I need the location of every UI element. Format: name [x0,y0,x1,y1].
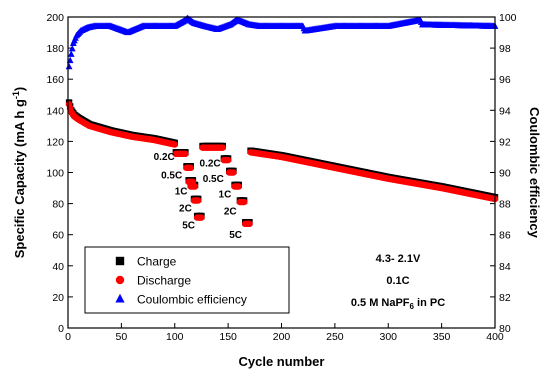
y-left-tick-label: 0 [58,323,64,335]
y-axis-left-title-main: Specific Capacity (mA h g [12,99,27,258]
y-right-tick-label: 98 [499,43,511,55]
y-axis-left-title: Specific Capacity (mA h g-1) [11,87,27,259]
rate-label: 0.2C [154,152,175,163]
x-tick-label: 200 [273,331,291,343]
annotation-voltage: 4.3- 2.1V [376,253,421,265]
data-point [219,144,226,151]
data-point [67,50,75,57]
x-tick-label: 250 [326,331,344,343]
rate-label: 2C [179,203,192,214]
data-point [65,62,73,70]
rate-label: 5C [182,220,195,231]
data-point [171,141,178,148]
data-point [224,156,232,164]
data-point [68,44,76,52]
series-coulombic-efficiency [65,14,499,70]
annotation-electrolyte-suffix: in PC [414,297,445,309]
legend-item: Coulombic efficiency [115,293,247,307]
legend: Charge Discharge Coulombic efficiency [84,246,290,314]
y-right-tick-label: 86 [499,230,511,242]
y-left-tick-label: 140 [46,105,64,117]
y-right-tick-label: 88 [499,199,511,211]
legend-marker [115,256,125,266]
annotation-electrolyte: 0.5 M NaPF6 in PC [351,297,445,311]
y-left-tick-label: 120 [46,136,64,148]
data-point [195,197,202,204]
data-point [240,198,248,206]
y-right-tick-label: 80 [499,323,511,335]
rate-label: 0.5C [203,174,224,185]
legend-item: Charge [115,255,177,269]
y-left-tick-label: 60 [52,230,64,242]
data-point [246,220,253,228]
x-tick-label: 100 [166,331,184,343]
axis-ticks: 0 50 100 150 200 250 300 350 400 0 20 40 60 80 100 120 1… [46,12,516,343]
rate-label: 1C [219,189,232,200]
plot-area [65,14,499,228]
data-point [187,164,194,172]
rate-label: 0.2C [200,158,221,169]
y-axis-right-title: Coulombic efficiency [527,107,542,239]
data-point [235,183,242,190]
legend-label: Discharge [137,274,191,288]
legend-marker [115,275,125,285]
y-right-tick-label: 82 [499,292,511,304]
data-point [198,214,205,221]
series-discharge [65,100,499,228]
data-point [230,169,237,176]
y-left-tick-label: 100 [46,168,64,180]
y-right-tick-label: 96 [499,74,511,86]
y-right-tick-label: 94 [499,105,511,117]
x-tick-label: 300 [379,331,397,343]
rate-label: 1C [175,186,188,197]
annotations: 4.3- 2.1V 0.1C 0.5 M NaPF6 in PC [351,253,445,311]
x-axis-title: Cycle number [239,354,325,369]
y-right-tick-label: 100 [499,12,517,24]
y-left-tick-label: 160 [46,74,64,86]
x-tick-label: 50 [116,331,128,343]
y-left-tick-label: 20 [52,292,64,304]
legend-item: Discharge [115,274,191,288]
x-tick-label: 0 [65,331,71,343]
legend-marker [115,293,125,303]
series-charge [65,99,499,226]
y-right-tick-label: 90 [499,168,511,180]
legend-label: Charge [137,255,177,269]
y-axis-left-title-end: ) [12,87,27,91]
y-axis-left-title-sup: -1 [11,91,21,99]
y-right-tick-label: 92 [499,136,511,148]
y-left-tick-label: 200 [46,12,64,24]
annotation-rate: 0.1C [386,275,409,287]
x-tick-label: 400 [486,331,504,343]
annotation-electrolyte-sub: 6 [410,302,415,311]
x-tick-label: 150 [219,331,237,343]
annotation-electrolyte-prefix: 0.5 M NaPF [351,297,410,309]
rate-label: 2C [224,206,237,217]
rate-label: 0.5C [161,171,182,182]
x-tick-label: 350 [433,331,451,343]
data-point [182,150,189,158]
plot-frame [67,16,496,329]
rate-label: 5C [229,230,242,241]
data-point [191,183,199,190]
y-left-tick-label: 80 [52,199,64,211]
y-left-tick-label: 40 [52,261,64,273]
rate-labels: 0.2C 0.5C 1C 2C 5C 0.2C 0.5C 1C 2C 5C [154,152,242,241]
y-left-tick-label: 180 [46,43,64,55]
y-right-tick-label: 84 [499,261,511,273]
legend-label: Coulombic efficiency [137,293,247,307]
